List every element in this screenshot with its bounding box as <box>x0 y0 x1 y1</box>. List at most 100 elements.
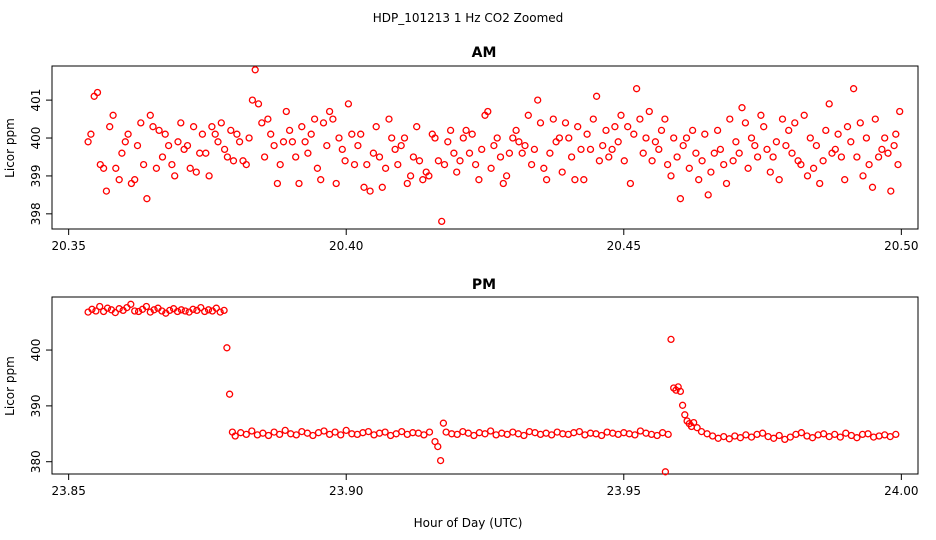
panel-pm-data-point <box>248 427 256 435</box>
panel-pm-data-point <box>520 431 528 440</box>
panel-am-data-point <box>143 195 151 203</box>
panel-am-data-point <box>233 130 241 138</box>
panel-am-data-point <box>722 179 731 188</box>
panel-pm-data-point <box>181 307 189 315</box>
panel-pm-data-point <box>678 401 687 409</box>
panel-am-data-point <box>329 115 337 123</box>
panel-pm-data-point <box>819 430 828 438</box>
panel-am-data-point <box>558 168 566 176</box>
panel-am-data-point <box>332 179 340 188</box>
panel-am-data-point <box>378 183 386 191</box>
panel-am-y-label: Licor ppm <box>3 118 17 178</box>
panel-am-data-point <box>325 107 334 116</box>
panel-am-data-point <box>310 115 319 123</box>
panel-am-data-point <box>409 153 418 161</box>
panel-am-data-point <box>304 149 312 157</box>
panel-am-data-point <box>139 160 148 169</box>
panel-pm-points <box>84 300 900 476</box>
panel-am-data-point <box>663 160 672 169</box>
panel-am-data-point <box>515 138 523 146</box>
panel-pm-data-point <box>309 431 317 440</box>
figure-title: HDP_101213 1 Hz CO2 Zoomed <box>373 11 564 25</box>
panel-am-data-point <box>673 153 681 161</box>
panel-am-data-point <box>403 179 411 188</box>
panel-am-data-point <box>406 172 415 180</box>
panel-pm-data-point <box>364 427 373 436</box>
panel-am-data-point <box>369 149 378 157</box>
panel-pm-data-point <box>111 308 119 317</box>
panel-am-data-point <box>124 130 132 138</box>
panel-pm-data-point <box>177 306 185 314</box>
panel-am-data-point <box>632 85 641 93</box>
panel-pm-data-point <box>693 424 701 432</box>
panel-am-data-point <box>208 123 216 131</box>
panel-am-data-point <box>747 134 756 142</box>
panel-am-data-point <box>713 126 722 135</box>
panel-am-data-point <box>444 138 452 146</box>
panel-am-data-point <box>555 134 564 142</box>
panel-am-data-point <box>534 96 542 104</box>
panel-am-data-point <box>341 157 349 165</box>
panel-am-data-point <box>493 134 501 142</box>
panel-am-data-point <box>655 145 663 154</box>
panel-am-data-point <box>878 145 886 154</box>
panel-pm-data-point <box>436 456 445 465</box>
panel-am-data-point <box>571 176 579 184</box>
panel-am-data-point <box>757 111 765 119</box>
panel-am-data-point <box>183 141 192 150</box>
panel-am-data-point <box>431 134 439 142</box>
panel-am-data-point <box>639 149 647 157</box>
panel-am-data-point <box>527 160 536 169</box>
panel-am-data-point <box>701 130 709 138</box>
panel-am-data-point <box>642 134 650 142</box>
panel-am-data-point <box>242 160 250 169</box>
panel-am-data-point <box>363 160 371 169</box>
panel-pm-data-point <box>189 305 197 313</box>
panel-am-data-point <box>245 134 253 142</box>
panel-pm-y-tick-label: 380 <box>29 450 43 473</box>
panel-pm-data-point <box>331 428 339 436</box>
panel-pm-x-tick-label: 23.90 <box>329 484 363 498</box>
panel-am-data-point <box>800 111 808 119</box>
panel-am-data-point <box>620 157 628 165</box>
panel-am-data-point <box>202 149 210 157</box>
panel-am-data-point <box>710 149 718 157</box>
panel-am-data-point <box>657 126 666 135</box>
panel-am-data-point <box>688 126 697 135</box>
panel-am-data-point <box>118 149 126 157</box>
panel-am-data-point <box>456 157 464 165</box>
panel-am-data-point <box>484 107 492 116</box>
panel-am-data-point <box>865 160 873 169</box>
panel-am-data-point <box>87 130 95 138</box>
panel-am-data-point <box>778 115 787 123</box>
panel-pm-frame <box>51 296 919 475</box>
panel-am-data-point <box>521 141 529 150</box>
panel-am-data-point <box>542 176 551 184</box>
panel-pm-data-point <box>453 430 461 439</box>
panel-am-data-point <box>816 179 824 188</box>
panel-am-data-point <box>896 107 904 116</box>
panel-pm-data-point <box>664 430 672 439</box>
panel-pm-data-point <box>420 431 428 439</box>
panel-am-data-point <box>763 145 771 154</box>
panel-am-data-point <box>797 160 805 169</box>
panel-pm-data-point <box>425 428 434 436</box>
panel-pm-data-point <box>231 432 239 440</box>
panel-am-data-point <box>102 187 111 195</box>
panel-pm-data-point <box>381 428 389 436</box>
panel-am-data-point <box>608 145 616 154</box>
panel-am-data-point <box>630 130 638 138</box>
panel-pm-data-point <box>131 307 139 315</box>
panel-am-data-point <box>595 157 604 165</box>
panel-am-data-point <box>769 153 777 161</box>
panel-am-data-point <box>133 141 142 150</box>
panel-pm-data-point <box>264 431 273 440</box>
panel-am-points <box>84 66 904 226</box>
panel-pm-data-point <box>676 387 685 396</box>
panel-am-data-point <box>254 100 263 108</box>
panel-pm-x-tick-label: 24.00 <box>884 484 918 498</box>
panel-am-data-point <box>229 157 238 165</box>
panel-am-data-point <box>859 172 867 180</box>
panel-pm-data-point <box>631 431 639 439</box>
panel-am-data-point <box>260 153 269 161</box>
